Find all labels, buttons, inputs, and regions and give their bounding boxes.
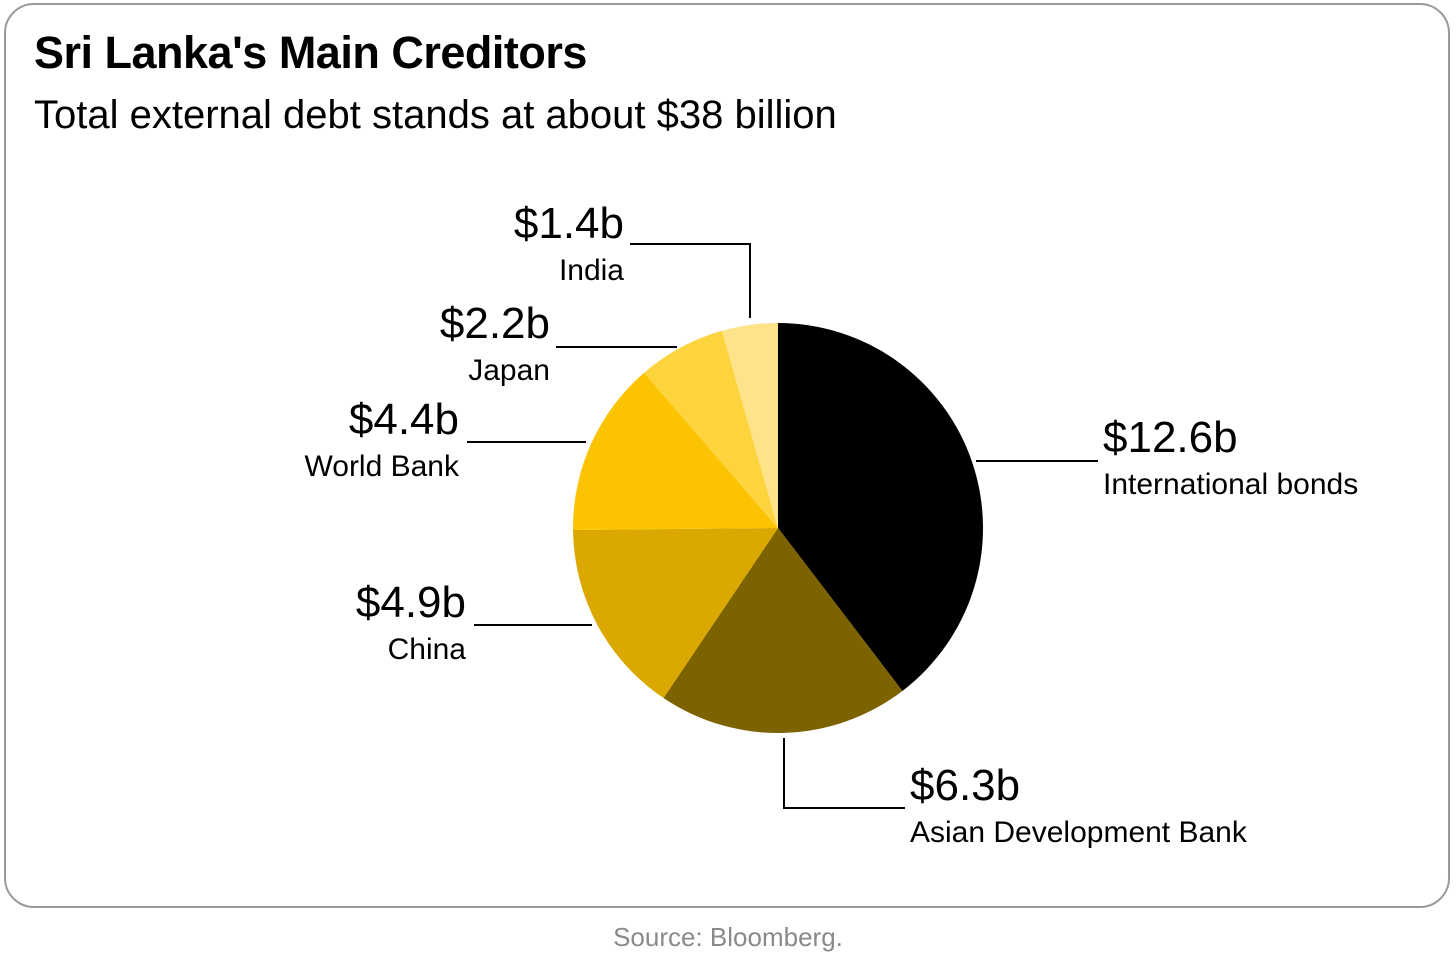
pie-slice-international-bonds bbox=[778, 323, 984, 691]
pie-slice-india bbox=[722, 323, 778, 528]
chart-card: Sri Lanka's Main Creditors Total externa… bbox=[4, 3, 1450, 908]
leader-line-asian-development-bank bbox=[783, 738, 905, 809]
source-note: Source: Bloomberg. bbox=[613, 922, 843, 952]
category-label-china: China bbox=[388, 633, 467, 666]
value-label-asian-development-bank: $6.3b bbox=[910, 761, 1020, 810]
value-label-world-bank: $4.4b bbox=[349, 395, 459, 444]
pie-slices bbox=[573, 323, 984, 734]
chart-title: Sri Lanka's Main Creditors bbox=[34, 27, 587, 78]
slice-labels: $12.6b International bonds $6.3b Asian Deve… bbox=[304, 199, 1358, 849]
value-label-china: $4.9b bbox=[356, 578, 466, 627]
pie-slice-japan bbox=[644, 330, 778, 528]
value-label-international-bonds: $12.6b bbox=[1103, 413, 1238, 462]
pie-slice-asian-development-bank bbox=[663, 528, 903, 734]
category-label-india: India bbox=[559, 254, 624, 287]
leader-line-india bbox=[630, 243, 751, 318]
category-label-world-bank: World Bank bbox=[304, 450, 460, 483]
pie-slice-world-bank bbox=[573, 372, 778, 531]
category-label-international-bonds: International bonds bbox=[1103, 468, 1358, 501]
chart-subtitle: Total external debt stands at about $38 … bbox=[34, 93, 837, 137]
value-label-japan: $2.2b bbox=[440, 299, 550, 348]
category-label-asian-development-bank: Asian Development Bank bbox=[910, 816, 1248, 849]
category-label-japan: Japan bbox=[468, 354, 550, 387]
pie-slice-china bbox=[573, 528, 778, 699]
leader-lines bbox=[467, 243, 1098, 809]
value-label-india: $1.4b bbox=[514, 199, 624, 248]
